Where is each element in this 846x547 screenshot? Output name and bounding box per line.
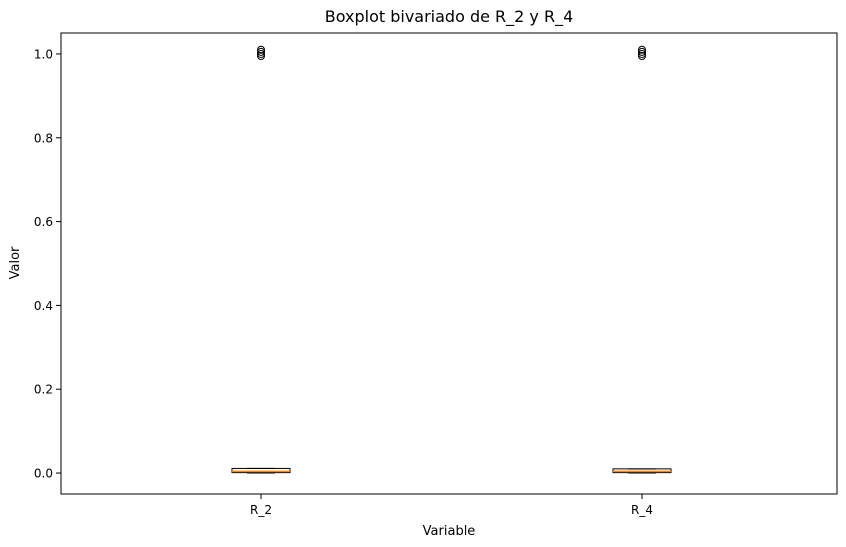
box-iqr (231, 467, 291, 474)
y-tick-label: 1.0 (34, 47, 53, 61)
chart-title: Boxplot bivariado de R_2 y R_4 (325, 7, 574, 27)
outlier-point (638, 45, 646, 54)
boxes-layer (231, 45, 672, 474)
y-tick-label: 0.4 (34, 299, 53, 313)
box-r-4 (612, 45, 672, 474)
box-r-2 (231, 45, 291, 474)
x-axis-label: Variable (423, 524, 476, 539)
outlier-point (257, 52, 265, 61)
outlier-point (257, 45, 265, 54)
y-tick-label: 0.0 (34, 467, 53, 481)
outlier-point (638, 52, 646, 61)
y-tick-label: 0.6 (34, 215, 53, 229)
outlier-point (257, 47, 265, 56)
outlier-point (638, 49, 646, 58)
y-tick-label: 0.2 (34, 383, 53, 397)
y-axis-label: Valor (8, 246, 23, 279)
outlier-point (257, 49, 265, 58)
plot-frame (60, 32, 838, 495)
y-axis: 0.0 0.2 0.4 0.6 0.8 1.0 (34, 47, 61, 481)
x-axis: R_2 R_4 (250, 494, 653, 517)
x-tick-label: R_2 (250, 503, 272, 517)
y-tick-label: 0.8 (34, 131, 53, 145)
x-tick-label: R_4 (631, 503, 653, 517)
outlier-point (638, 47, 646, 56)
